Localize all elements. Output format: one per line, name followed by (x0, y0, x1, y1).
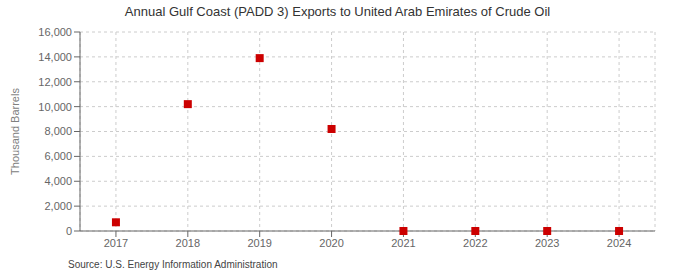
svg-text:4,000: 4,000 (44, 175, 72, 187)
svg-text:6,000: 6,000 (44, 150, 72, 162)
svg-text:8,000: 8,000 (44, 125, 72, 137)
svg-text:10,000: 10,000 (38, 101, 72, 113)
svg-text:0: 0 (66, 225, 72, 237)
svg-text:2024: 2024 (607, 237, 631, 249)
svg-text:14,000: 14,000 (38, 51, 72, 63)
svg-text:2023: 2023 (535, 237, 559, 249)
svg-text:16,000: 16,000 (38, 26, 72, 38)
svg-text:2019: 2019 (247, 237, 271, 249)
svg-text:12,000: 12,000 (38, 76, 72, 88)
html-text:Annual Gulf Coast (PADD 3) Exp: Annual Gulf Coast (PADD 3) Exports to Un… (124, 4, 551, 19)
html-text:Source: U.S. Energy Informatio: Source: U.S. Energy Information Administ… (68, 259, 278, 270)
svg-text:Thousand Barrels: Thousand Barrels (9, 88, 21, 175)
svg-text:2017: 2017 (104, 237, 128, 249)
svg-text:2022: 2022 (463, 237, 487, 249)
svg-text:2021: 2021 (391, 237, 415, 249)
svg-text:2018: 2018 (176, 237, 200, 249)
svg-text:2020: 2020 (319, 237, 343, 249)
svg-text:2,000: 2,000 (44, 200, 72, 212)
